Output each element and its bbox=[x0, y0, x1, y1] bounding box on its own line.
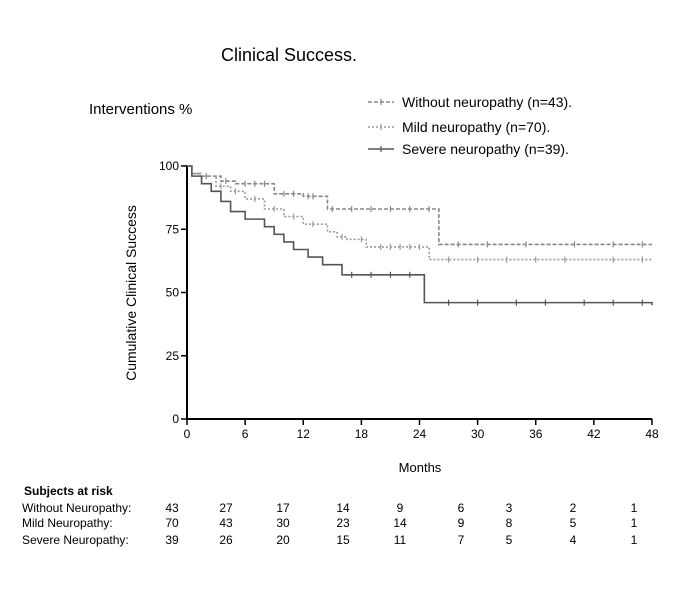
risk-cell: 6 bbox=[457, 501, 465, 515]
risk-cell: 9 bbox=[396, 501, 404, 515]
y-tick-label: 25 bbox=[166, 349, 180, 363]
risk-table-title: Subjects at risk bbox=[24, 484, 113, 498]
risk-row-label: Without Neuropathy: bbox=[22, 501, 132, 515]
x-tick-label: 12 bbox=[297, 427, 311, 441]
x-tick-label: 18 bbox=[355, 427, 369, 441]
risk-cell: 39 bbox=[165, 533, 179, 547]
y-tick-label: 75 bbox=[166, 222, 180, 236]
x-tick-label: 0 bbox=[184, 427, 191, 441]
risk-cell: 43 bbox=[219, 516, 233, 530]
series-line-1 bbox=[187, 165, 652, 246]
risk-cell: 4 bbox=[569, 533, 577, 547]
risk-cell: 30 bbox=[276, 516, 290, 530]
risk-cell: 23 bbox=[336, 516, 350, 530]
chart-title: Clinical Success. bbox=[220, 45, 358, 65]
risk-cell: 9 bbox=[457, 516, 465, 530]
x-tick-label: 48 bbox=[645, 427, 659, 441]
risk-cell: 14 bbox=[393, 516, 407, 530]
y-tick-label: 100 bbox=[159, 159, 179, 173]
risk-cell: 26 bbox=[219, 533, 233, 547]
x-tick-label: 42 bbox=[587, 427, 601, 441]
risk-cell: 43 bbox=[165, 501, 179, 515]
x-tick-label: 30 bbox=[471, 427, 485, 441]
risk-row-label: Severe Neuropathy: bbox=[22, 533, 129, 547]
risk-cell: 3 bbox=[505, 501, 513, 515]
series-line-3 bbox=[187, 165, 653, 306]
risk-cell: 15 bbox=[336, 533, 350, 547]
y-tick-label: 50 bbox=[166, 286, 180, 300]
x-tick-label: 6 bbox=[242, 427, 249, 441]
chart-subtitle: Interventions % bbox=[89, 101, 193, 118]
risk-cell: 5 bbox=[505, 533, 513, 547]
risk-cell: 1 bbox=[630, 516, 638, 530]
risk-cell: 1 bbox=[630, 533, 638, 547]
legend-label-1: Without neuropathy (n=43). bbox=[402, 94, 572, 110]
risk-cell: 11 bbox=[393, 533, 407, 547]
x-tick-label: 24 bbox=[413, 427, 427, 441]
risk-cell: 5 bbox=[569, 516, 577, 530]
x-axis-label: Months bbox=[398, 460, 442, 475]
legend-label-3: Severe neuropathy (n=39). bbox=[402, 141, 569, 157]
legend-label-2: Mild neuropathy (n=70). bbox=[402, 119, 550, 135]
risk-row-label: Mild Neuropathy: bbox=[22, 516, 113, 530]
risk-cell: 17 bbox=[276, 501, 290, 515]
risk-cell: 1 bbox=[630, 501, 638, 515]
risk-cell: 8 bbox=[505, 516, 513, 530]
risk-cell: 7 bbox=[457, 533, 465, 547]
risk-cell: 14 bbox=[336, 501, 350, 515]
risk-cell: 20 bbox=[276, 533, 290, 547]
y-tick-label: 0 bbox=[172, 412, 179, 426]
risk-cell: 70 bbox=[165, 516, 179, 530]
risk-cell: 27 bbox=[219, 501, 233, 515]
risk-cell: 2 bbox=[569, 501, 577, 515]
x-tick-label: 36 bbox=[529, 427, 543, 441]
